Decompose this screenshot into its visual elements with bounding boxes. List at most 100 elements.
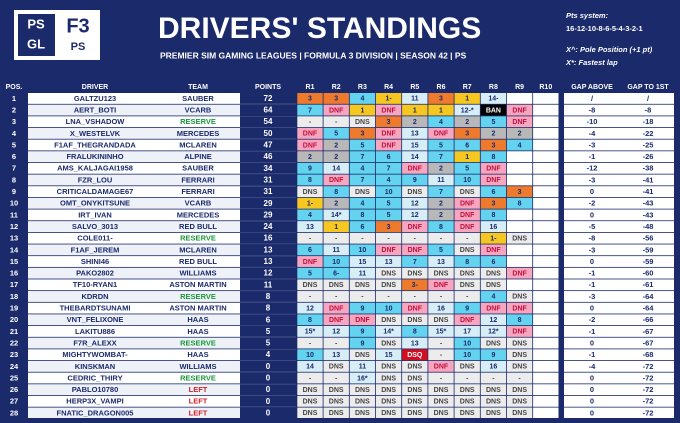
gap-above: -8 — [589, 234, 596, 243]
gap-first: -64 — [643, 292, 655, 301]
race-result: DNS — [355, 119, 370, 126]
race-result: 8 — [413, 329, 417, 336]
race-cell — [506, 279, 533, 291]
points-bg — [240, 360, 296, 372]
pos: 11 — [10, 210, 18, 219]
race-cell — [349, 291, 376, 302]
pos: 18 — [10, 292, 18, 301]
race-cell — [480, 256, 507, 267]
race-cell — [297, 279, 323, 291]
race-result: 3 — [491, 142, 495, 149]
race-cell — [323, 162, 349, 174]
race-result: 2 — [439, 201, 443, 208]
race-result: 1 — [465, 154, 469, 161]
gap-bg — [564, 372, 674, 384]
race-cell — [297, 209, 323, 221]
race-cell — [349, 407, 376, 419]
race-result: DNS — [434, 387, 449, 394]
gap-first: / — [647, 94, 650, 103]
gap-bg — [564, 360, 674, 372]
race-result: 11 — [359, 364, 367, 371]
race-cell — [480, 314, 507, 326]
gap-above: -4 — [589, 362, 596, 371]
race-cell — [297, 291, 323, 302]
race-cell — [506, 384, 533, 396]
race-result: 11 — [437, 177, 445, 184]
gap-above: -2 — [589, 199, 596, 208]
race-result: 14* — [383, 329, 394, 336]
team: RESERVE — [180, 292, 216, 301]
race-result: 4 — [360, 201, 364, 208]
race-cell — [375, 395, 402, 407]
driver: MIGHTYWOMBAT- — [62, 350, 128, 359]
pos: 15 — [10, 257, 18, 266]
race-result: 10 — [306, 352, 314, 359]
race-result: - — [335, 375, 338, 382]
race-cell — [480, 337, 507, 349]
pts-system: 16-12-10-8-6-5-4-3-2-1 — [566, 24, 643, 33]
race-cell — [323, 221, 349, 232]
race-cell — [533, 116, 559, 128]
race-result: 17 — [463, 329, 471, 336]
race-result: DNF — [434, 282, 449, 289]
column-header: R8 — [489, 84, 498, 91]
race-cell — [297, 314, 323, 326]
race-cell — [480, 221, 507, 232]
race-cell — [375, 197, 402, 209]
race-result: DNF — [512, 329, 527, 336]
row-bg — [28, 127, 296, 139]
points: 11 — [264, 280, 273, 289]
race-cell — [297, 139, 323, 151]
gap-first: -66 — [643, 315, 654, 324]
race-cell — [349, 186, 376, 198]
race-cell — [533, 372, 559, 384]
race-result: - — [309, 340, 312, 347]
race-result: 5 — [465, 166, 469, 173]
gap-first: -38 — [643, 164, 654, 173]
gap-bg — [564, 151, 674, 163]
gap-above: -1 — [589, 269, 596, 278]
team: HAAS — [187, 350, 208, 359]
race-cell — [533, 291, 559, 302]
points: 29 — [264, 210, 273, 219]
race-cell — [428, 93, 454, 104]
driver: PAKO2802 — [76, 269, 114, 278]
race-result: 10 — [332, 259, 340, 266]
team: MERCEDES — [177, 210, 220, 219]
race-cell — [375, 360, 402, 372]
race-cell — [297, 395, 323, 407]
race-cell — [454, 221, 480, 232]
race-cell — [297, 256, 323, 267]
race-result: 15 — [359, 259, 367, 266]
column-header: R6 — [437, 84, 446, 91]
column-header: R9 — [515, 84, 524, 91]
race-result: DNF — [434, 364, 449, 371]
race-cell — [297, 407, 323, 419]
driver: OMT_ONYKITSUNE — [60, 199, 130, 208]
race-result: 10 — [463, 340, 471, 347]
race-result: - — [440, 375, 443, 382]
race-cell — [297, 151, 323, 163]
race-cell — [480, 395, 507, 407]
race-result: 8 — [360, 212, 364, 219]
race-cell — [323, 232, 349, 244]
driver: THEBARDTSUNAMI — [60, 304, 131, 313]
points-bg — [240, 104, 296, 116]
points-bg — [240, 326, 296, 337]
race-cell — [349, 267, 376, 279]
race-result: 1 — [334, 224, 338, 231]
race-result: 5 — [439, 142, 443, 149]
race-result: 1 — [465, 96, 469, 103]
race-cell — [480, 186, 507, 198]
driver: SHINI46 — [81, 257, 109, 266]
race-cell — [428, 407, 454, 419]
race-cell — [428, 174, 454, 186]
gap-first: -22 — [643, 129, 654, 138]
race-cell — [480, 127, 507, 139]
gap-first: -68 — [643, 350, 654, 359]
race-cell — [375, 337, 402, 349]
race-result: DNF — [408, 166, 423, 173]
race-result: 9 — [308, 166, 312, 173]
race-result: - — [440, 352, 443, 359]
race-result: 2 — [334, 154, 338, 161]
